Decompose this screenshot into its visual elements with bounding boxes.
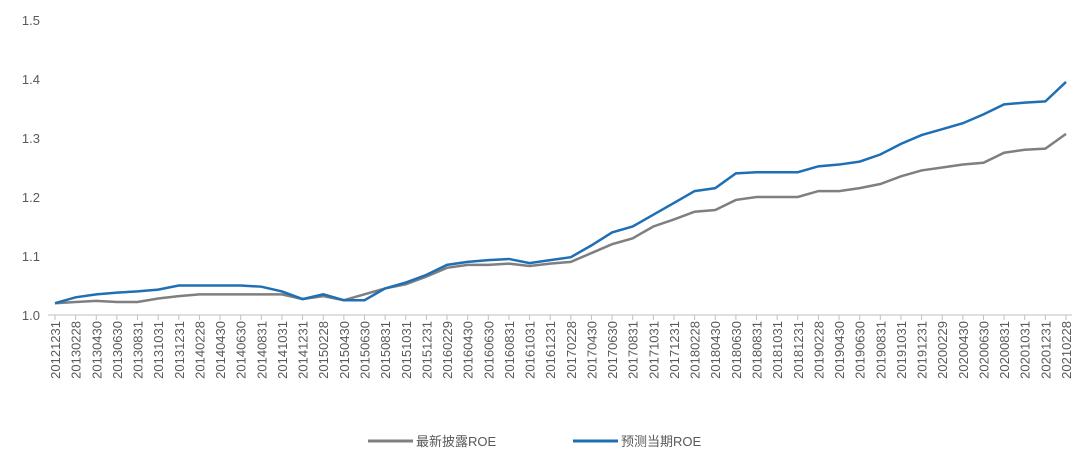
x-tick-label: 20180228 xyxy=(688,321,703,379)
x-tick-label: 20171231 xyxy=(667,321,682,379)
x-tick-label: 20190630 xyxy=(853,321,868,379)
x-tick-label: 20180630 xyxy=(729,321,744,379)
x-tick-label: 20121231 xyxy=(48,321,63,379)
x-tick-label: 20140430 xyxy=(213,321,228,379)
x-tick-label: 20201031 xyxy=(1018,321,1033,379)
x-tick-label: 20131231 xyxy=(172,321,187,379)
x-tick-label: 20151231 xyxy=(419,321,434,379)
x-tick-label: 20200831 xyxy=(997,321,1012,379)
x-tick-label: 20190831 xyxy=(873,321,888,379)
x-tick-label: 20170430 xyxy=(584,321,599,379)
legend-label: 预测当期ROE xyxy=(621,434,702,449)
x-tick-label: 20191231 xyxy=(915,321,930,379)
x-tick-label: 20160430 xyxy=(461,321,476,379)
x-tick-label: 20191031 xyxy=(894,321,909,379)
x-tick-label: 20180831 xyxy=(750,321,765,379)
x-tick-label: 20131031 xyxy=(151,321,166,379)
y-tick-label: 1.3 xyxy=(22,131,40,146)
x-tick-label: 20151031 xyxy=(399,321,414,379)
x-tick-label: 20190430 xyxy=(832,321,847,379)
x-tick-label: 20170228 xyxy=(564,321,579,379)
x-tick-label: 20200229 xyxy=(935,321,950,379)
x-tick-label: 20181231 xyxy=(791,321,806,379)
y-tick-label: 1.5 xyxy=(22,13,40,28)
x-tick-label: 20150831 xyxy=(378,321,393,379)
x-tick-label: 20150630 xyxy=(357,321,372,379)
x-tick-label: 20190228 xyxy=(811,321,826,379)
x-tick-label: 20141231 xyxy=(296,321,311,379)
x-tick-label: 20130831 xyxy=(131,321,146,379)
x-tick-label: 20201231 xyxy=(1038,321,1053,379)
x-tick-label: 20181031 xyxy=(770,321,785,379)
x-tick-label: 20161031 xyxy=(523,321,538,379)
line xyxy=(54,81,1067,305)
x-tick-label: 20160831 xyxy=(502,321,517,379)
x-tick-label: 20130228 xyxy=(69,321,84,379)
legend-label: 最新披露ROE xyxy=(416,434,497,449)
x-tick-label: 20161231 xyxy=(543,321,558,379)
line xyxy=(54,132,1067,305)
x-tick-label: 20130630 xyxy=(110,321,125,379)
x-tick-label: 20150228 xyxy=(316,321,331,379)
x-tick-label: 20160229 xyxy=(440,321,455,379)
x-tick-label: 20210228 xyxy=(1059,321,1074,379)
y-tick-label: 1.0 xyxy=(22,308,40,323)
x-tick-label: 20200630 xyxy=(976,321,991,379)
x-tick-label: 20140831 xyxy=(254,321,269,379)
x-tick-label: 20170630 xyxy=(605,321,620,379)
x-tick-label: 20140630 xyxy=(234,321,249,379)
x-tick-label: 20141031 xyxy=(275,321,290,379)
y-tick-label: 1.4 xyxy=(22,72,40,87)
x-tick-label: 20171031 xyxy=(646,321,661,379)
x-tick-label: 20180430 xyxy=(708,321,723,379)
x-tick-label: 20130430 xyxy=(89,321,104,379)
x-tick-label: 20150430 xyxy=(337,321,352,379)
y-tick-label: 1.2 xyxy=(22,190,40,205)
x-tick-label: 20170831 xyxy=(626,321,641,379)
x-tick-label: 20200430 xyxy=(956,321,971,379)
y-tick-label: 1.1 xyxy=(22,249,40,264)
x-tick-label: 20140228 xyxy=(192,321,207,379)
x-tick-label: 20160630 xyxy=(481,321,496,379)
